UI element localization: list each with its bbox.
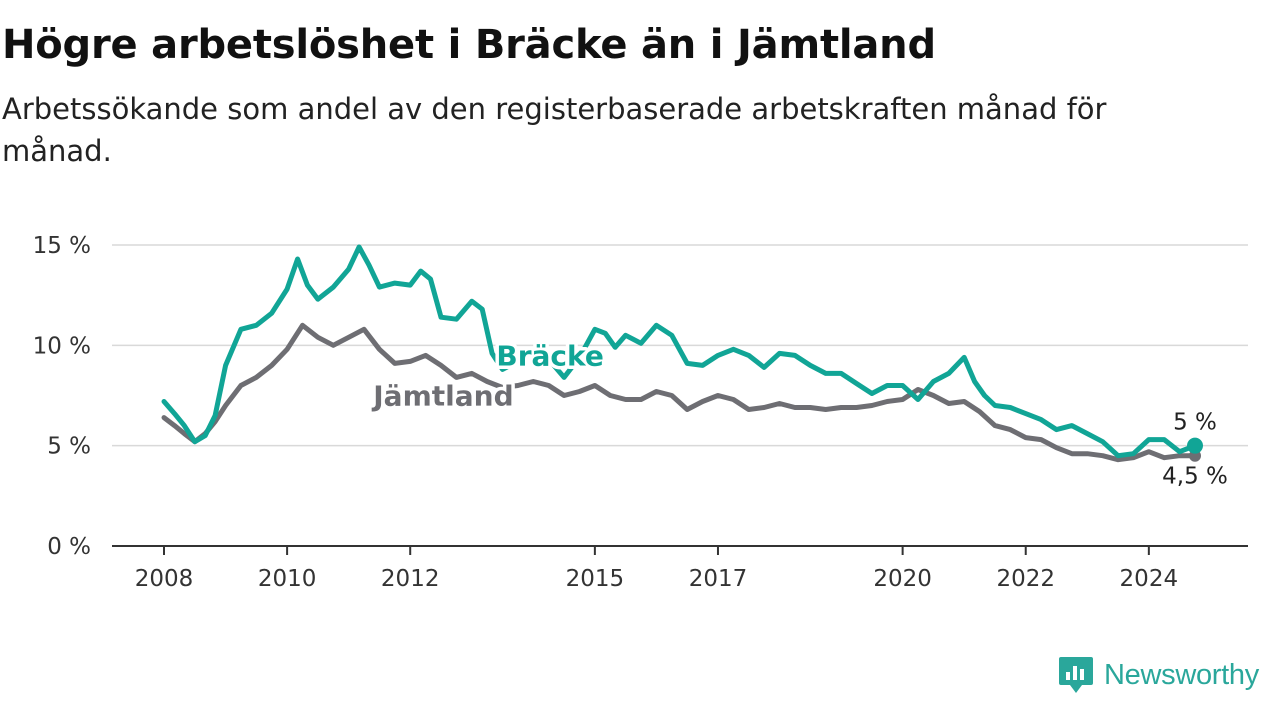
end-point-bracke bbox=[1187, 437, 1203, 454]
series-label-jamtland: Jämtland bbox=[371, 380, 513, 413]
newsworthy-logo-icon bbox=[1059, 657, 1093, 693]
y-tick-label: 5 % bbox=[47, 434, 91, 460]
y-tick-label: 15 % bbox=[33, 233, 91, 259]
chart-subtitle: Arbetssökande som andel av den registerb… bbox=[2, 92, 1107, 168]
y-tick-label: 0 % bbox=[47, 534, 91, 560]
end-value-label-jamtland: 4,5 % bbox=[1162, 464, 1228, 490]
x-tick-label: 2020 bbox=[873, 566, 932, 592]
x-tick-label: 2022 bbox=[996, 566, 1055, 592]
x-tick-label: 2008 bbox=[135, 566, 194, 592]
x-tick-label: 2017 bbox=[689, 566, 748, 592]
chart-title: Högre arbetslöshet i Bräcke än i Jämtlan… bbox=[2, 22, 936, 68]
series-labels: Jämtland 4,5 % Bräcke 5 % bbox=[368, 336, 1231, 492]
brand-name: Newsworthy bbox=[1104, 658, 1259, 691]
y-axis-labels: 0 % 5 % 10 % 15 % bbox=[33, 233, 91, 560]
series-lines bbox=[161, 244, 1203, 463]
x-tick-label: 2024 bbox=[1120, 566, 1179, 592]
newsworthy-brand: Newsworthy bbox=[1058, 653, 1259, 697]
x-tick-label: 2010 bbox=[258, 566, 317, 592]
series-line-jamtland bbox=[161, 322, 1198, 463]
series-line-bracke bbox=[161, 244, 1198, 459]
y-tick-label: 10 % bbox=[33, 333, 91, 359]
x-axis bbox=[112, 545, 1248, 555]
x-tick-label: 2012 bbox=[381, 566, 440, 592]
series-label-bracke: Bräcke bbox=[496, 339, 604, 372]
x-tick-label: 2015 bbox=[566, 566, 625, 592]
x-axis-labels: 2008 2010 2012 2015 2017 2020 2022 2024 bbox=[135, 566, 1178, 592]
end-value-label-bracke: 5 % bbox=[1173, 410, 1217, 436]
